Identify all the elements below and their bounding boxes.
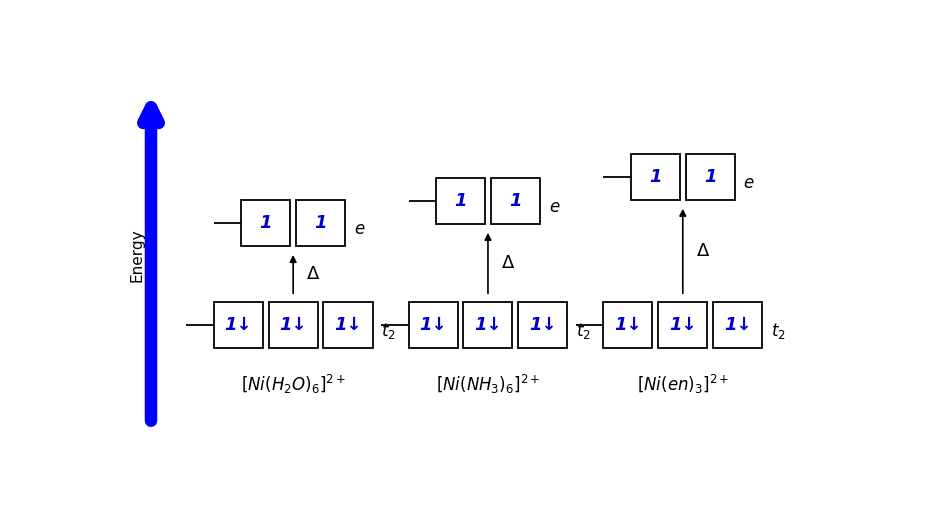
Bar — [631, 154, 680, 200]
Bar — [464, 302, 512, 349]
Bar — [685, 154, 735, 200]
Text: $[Ni(NH_3)_6]^{2+}$: $[Ni(NH_3)_6]^{2+}$ — [436, 373, 540, 396]
Text: 1↓: 1↓ — [334, 316, 362, 334]
Text: $e$: $e$ — [743, 174, 755, 192]
Text: 1↓: 1↓ — [529, 316, 557, 334]
Text: $t_2$: $t_2$ — [381, 321, 396, 341]
Text: 1: 1 — [260, 214, 272, 232]
Text: 1: 1 — [649, 168, 662, 186]
Text: 1↓: 1↓ — [669, 316, 696, 334]
Text: $e$: $e$ — [354, 220, 365, 238]
Text: 1: 1 — [704, 168, 717, 186]
Text: 1↓: 1↓ — [419, 316, 447, 334]
Bar — [436, 178, 485, 224]
Bar — [214, 302, 263, 349]
Text: 1↓: 1↓ — [224, 316, 252, 334]
Bar — [409, 302, 458, 349]
Text: 1↓: 1↓ — [474, 316, 502, 334]
Bar — [491, 178, 540, 224]
Text: $t_2$: $t_2$ — [771, 321, 786, 341]
Text: Energy: Energy — [129, 228, 144, 282]
Text: 1↓: 1↓ — [723, 316, 751, 334]
Text: 1: 1 — [509, 192, 521, 210]
Text: $\Delta$: $\Delta$ — [695, 242, 710, 260]
Bar — [519, 302, 567, 349]
Bar — [713, 302, 762, 349]
Bar — [296, 200, 345, 246]
Text: $\Delta$: $\Delta$ — [501, 254, 515, 272]
Text: $[Ni(H_2O)_6]^{2+}$: $[Ni(H_2O)_6]^{2+}$ — [241, 373, 345, 396]
Text: $[Ni(en)_3]^{2+}$: $[Ni(en)_3]^{2+}$ — [637, 373, 729, 396]
Text: $t_2$: $t_2$ — [576, 321, 591, 341]
Text: $e$: $e$ — [548, 198, 560, 216]
Text: 1↓: 1↓ — [614, 316, 641, 334]
Text: 1: 1 — [454, 192, 466, 210]
Text: 1: 1 — [315, 214, 327, 232]
Text: 1↓: 1↓ — [279, 316, 307, 334]
Bar — [323, 302, 372, 349]
Bar — [241, 200, 290, 246]
Bar — [603, 302, 653, 349]
Bar — [269, 302, 317, 349]
Bar — [658, 302, 708, 349]
Text: $\Delta$: $\Delta$ — [306, 265, 320, 283]
